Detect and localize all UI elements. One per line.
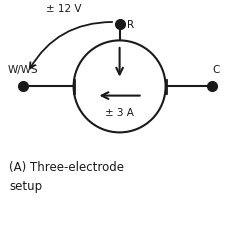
- Text: ± 3 A: ± 3 A: [105, 108, 134, 117]
- Text: C: C: [212, 65, 219, 74]
- Text: W/WS: W/WS: [8, 65, 38, 74]
- Text: R: R: [126, 20, 133, 30]
- Text: ± 12 V: ± 12 V: [46, 4, 81, 14]
- Text: (A) Three-electrode
setup: (A) Three-electrode setup: [9, 160, 124, 192]
